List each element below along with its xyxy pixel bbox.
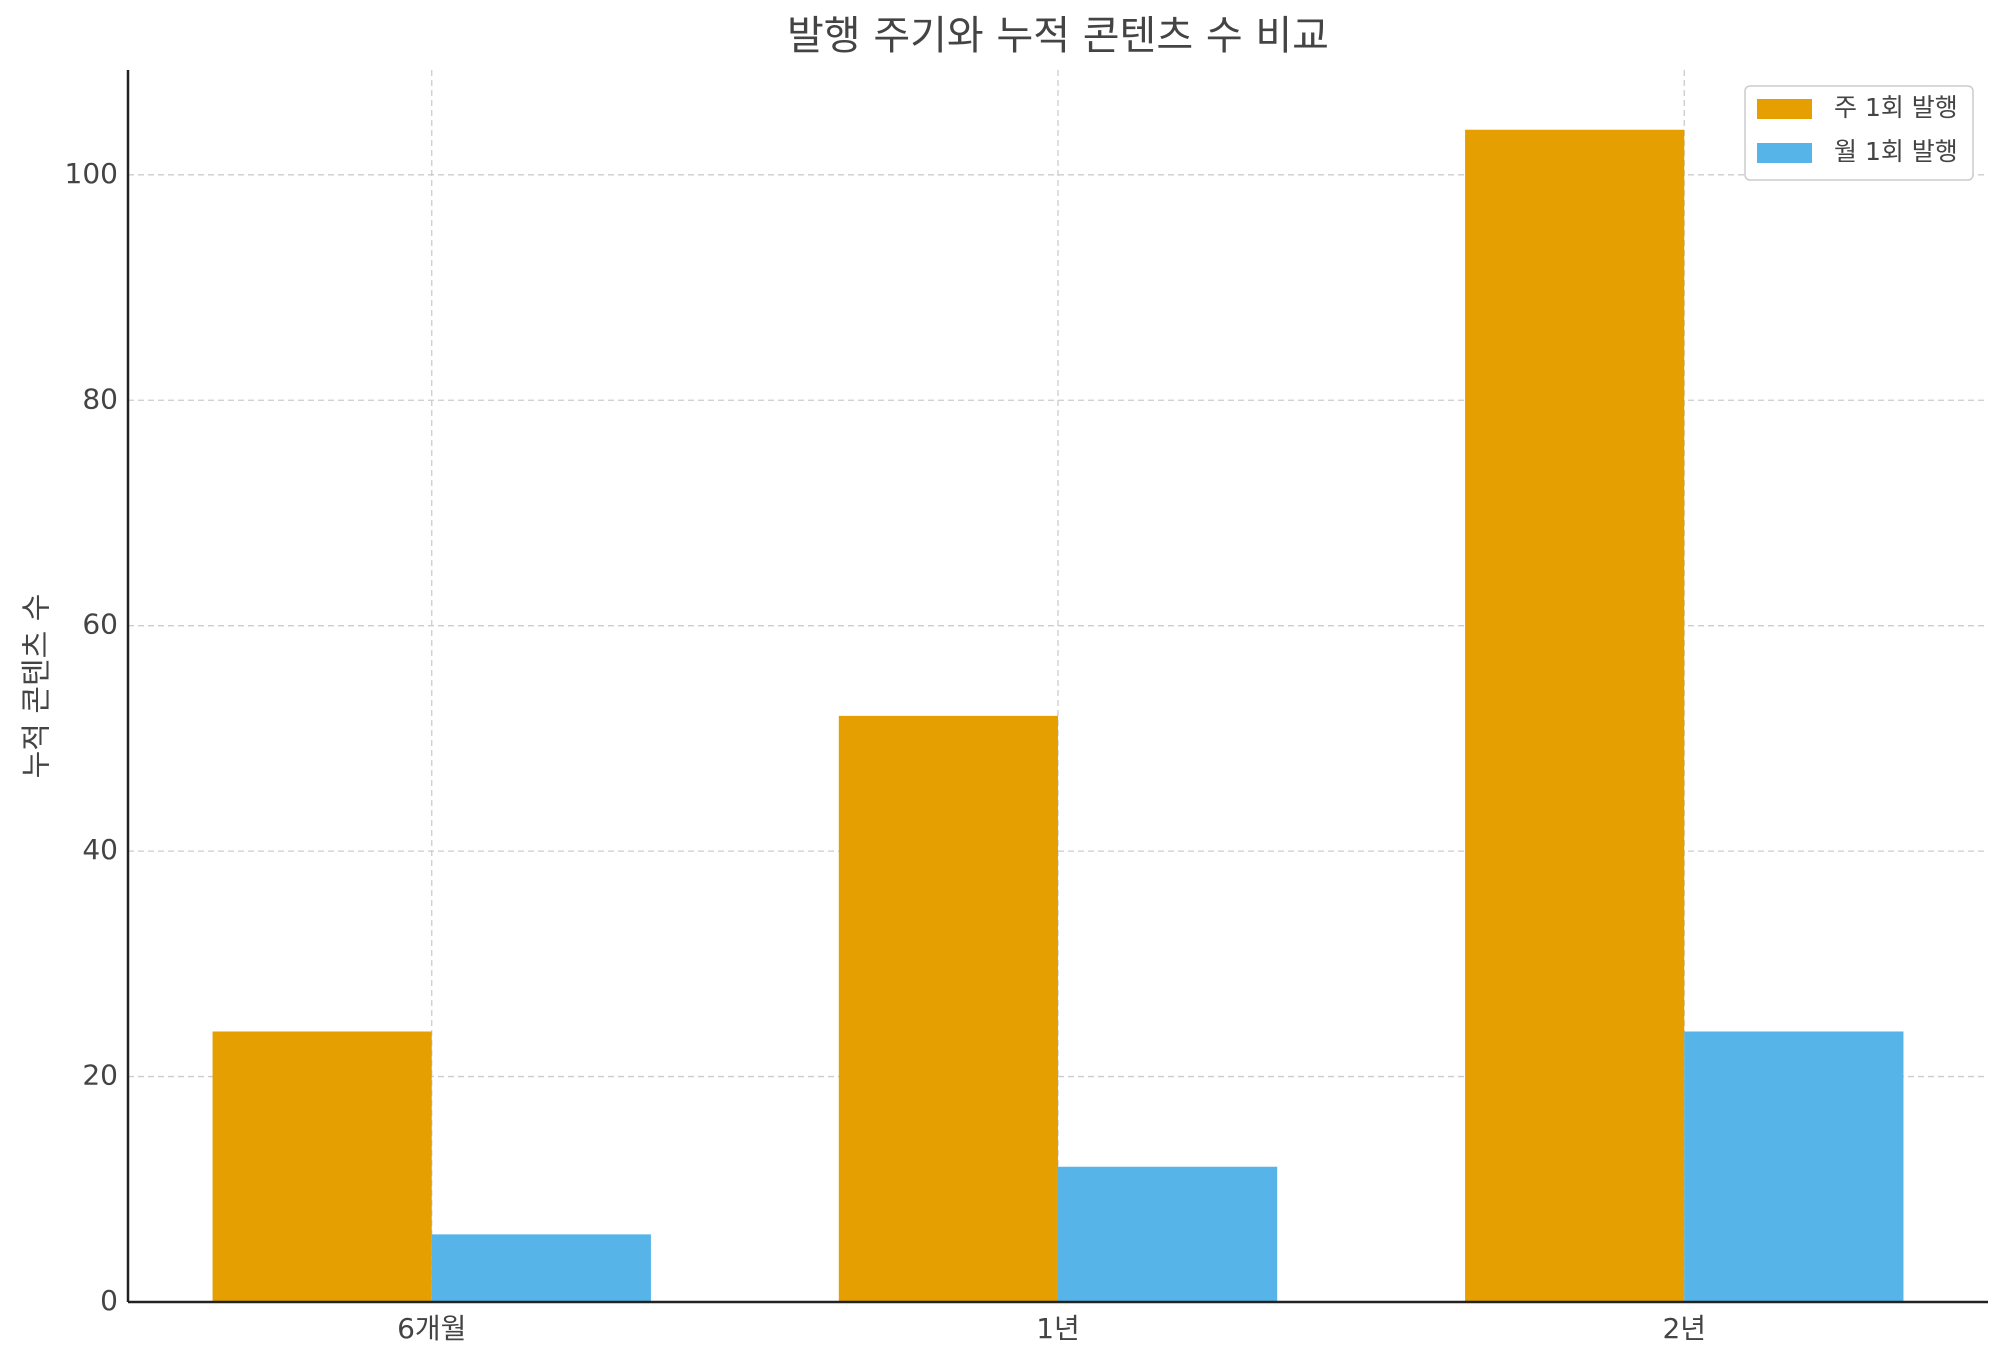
chart-title: 발행 주기와 누적 콘텐츠 수 비교 [787, 13, 1329, 59]
bar [431, 1234, 651, 1302]
bar [838, 715, 1058, 1302]
y-tick-label: 100 [65, 157, 118, 190]
legend-swatch [1757, 99, 1812, 119]
y-axis-label: 누적 콘텐츠 수 [20, 594, 55, 779]
legend-swatch [1757, 143, 1812, 163]
legend-label: 주 1회 발행 [1834, 93, 1958, 122]
x-tick-label: 6개월 [397, 1312, 466, 1345]
y-tick-label: 0 [100, 1284, 118, 1317]
bar [212, 1031, 432, 1302]
y-tick-label: 60 [82, 608, 118, 641]
legend-label: 월 1회 발행 [1834, 137, 1958, 166]
x-tick-label: 1년 [1036, 1312, 1080, 1345]
y-tick-label: 80 [82, 382, 118, 415]
bar [1684, 1031, 1904, 1302]
y-tick-label: 20 [82, 1059, 118, 1092]
y-tick-label: 40 [82, 833, 118, 866]
bar [1058, 1166, 1278, 1302]
x-tick-label: 2년 [1662, 1312, 1706, 1345]
bar [1465, 129, 1685, 1303]
